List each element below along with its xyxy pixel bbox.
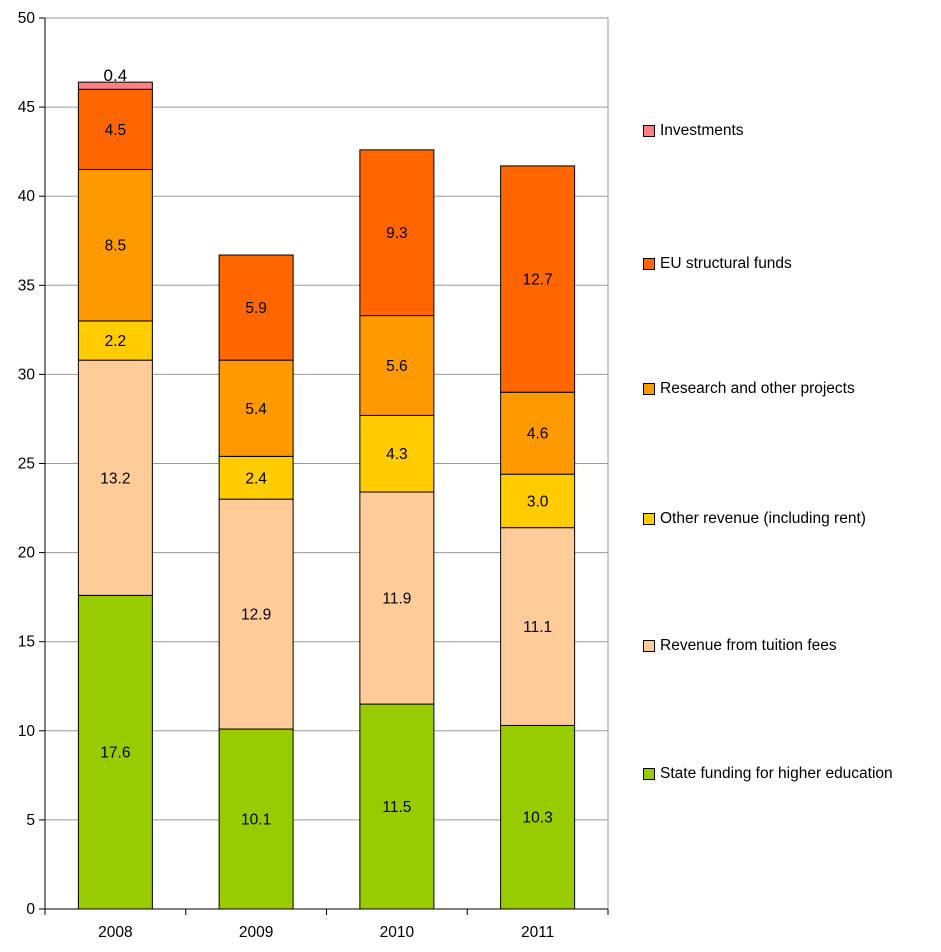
bar-segment [359,315,435,416]
bar-segment [500,527,576,726]
y-tick-label: 25 [18,456,35,473]
legend-swatch [643,513,655,525]
y-tick-label: 5 [26,812,35,829]
chart-legend: Investments EU structural funds Research a… [643,0,941,947]
bar-segment [218,455,294,500]
bar-segment [77,594,153,910]
data-label: 12.9 [241,607,271,624]
data-label: 3.0 [527,493,549,510]
legend-item: State funding for higher education [643,765,893,782]
legend-swatch [643,258,655,270]
bar-segment [218,254,294,361]
data-label: 10.3 [523,810,553,827]
data-label: 2.4 [245,470,267,487]
y-tick-label: 30 [18,366,36,383]
legend-swatch [643,383,655,395]
x-tick-label: 2010 [380,924,415,941]
y-tick-label: 40 [18,188,36,205]
data-label: 17.6 [100,745,130,762]
legend-label: EU structural funds [660,255,792,272]
bar-segment [218,359,294,457]
data-label: 5.9 [245,300,267,317]
data-label: 4.3 [386,446,408,463]
legend-item: Investments [643,122,744,139]
data-label: 0.4 [104,66,128,85]
legend-swatch [643,640,655,652]
bar-segment [500,724,576,910]
legend-label: State funding for higher education [660,765,893,782]
data-label: 5.4 [245,401,267,418]
bar-segment [500,165,576,393]
y-tick-label: 10 [18,723,36,740]
bar-segment [359,491,435,705]
bar-segment [500,391,576,475]
x-tick-label: 2011 [521,924,554,941]
bar-segment [77,359,153,596]
y-tick-label: 35 [18,277,35,294]
data-label: 10.1 [241,812,271,829]
legend-label: Research and other projects [660,380,855,397]
y-tick-label: 50 [18,10,36,27]
bar-segment [77,88,153,170]
bar-segment [359,414,435,493]
legend-label: Investments [660,122,744,139]
data-label: 11.9 [382,591,411,608]
legend-item: EU structural funds [643,255,792,272]
x-tick-label: 2009 [239,924,273,941]
bar-segment [359,149,435,317]
legend-item: Research and other projects [643,380,855,397]
data-label: 8.5 [105,238,127,255]
legend-label: Other revenue (including rent) [660,510,866,527]
x-tick-label: 2008 [98,924,132,941]
y-tick-label: 15 [18,634,35,651]
data-label: 13.2 [100,470,130,487]
data-label: 4.6 [527,426,549,443]
legend-item: Other revenue (including rent) [643,510,866,527]
legend-swatch [643,768,655,780]
data-label: 9.3 [386,225,408,242]
legend-item: Revenue from tuition fees [643,637,837,654]
data-label: 5.6 [386,358,408,375]
data-label: 11.1 [523,619,552,636]
bar-segment [77,320,153,361]
bar-segment [77,168,153,322]
bar-segment [359,703,435,910]
data-label: 2.2 [105,333,127,350]
data-label: 4.5 [105,122,127,139]
legend-label: Revenue from tuition fees [660,637,837,654]
y-tick-label: 20 [18,545,36,562]
bar-segment [77,81,153,90]
y-tick-label: 0 [26,901,35,918]
legend-swatch [643,125,655,137]
data-label: 11.5 [382,799,411,816]
bar-segment [218,728,294,910]
data-label: 12.7 [523,272,553,289]
y-tick-label: 45 [18,99,35,116]
